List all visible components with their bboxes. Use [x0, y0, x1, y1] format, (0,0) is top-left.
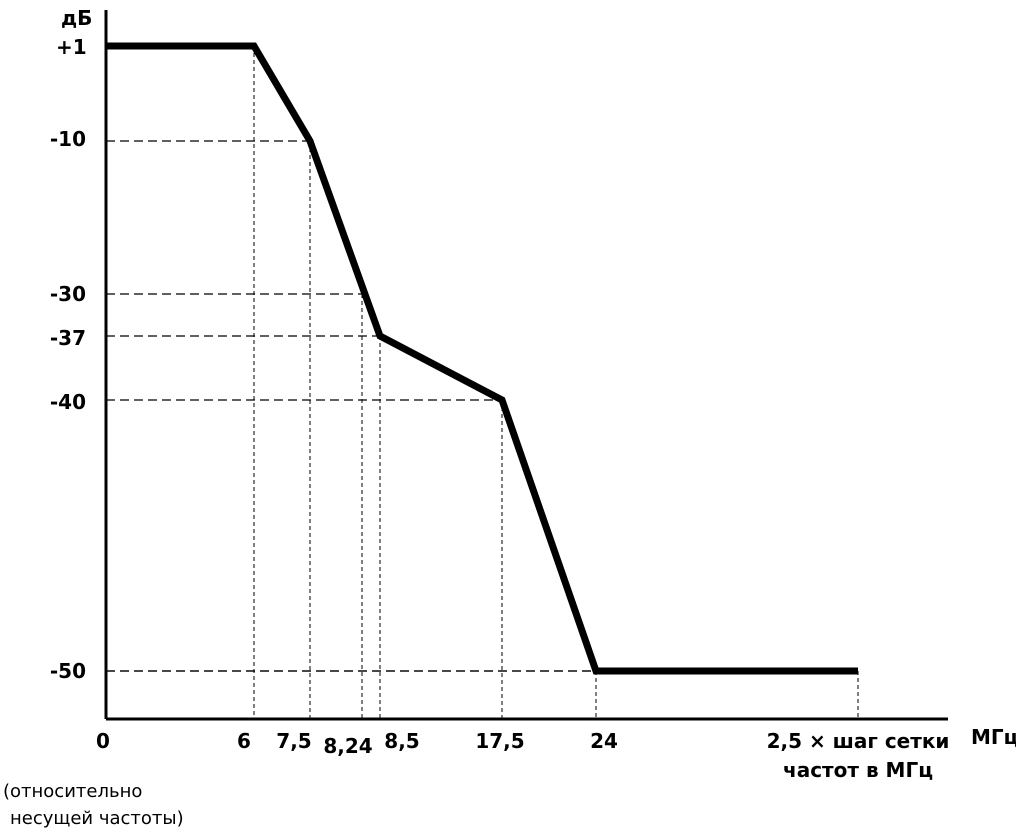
y-tick-minus-37: -37 [50, 326, 86, 350]
y-tick-minus-10: -10 [50, 127, 86, 151]
x-tick-6: 6 [237, 729, 251, 753]
series-layer [106, 42, 858, 675]
x-axis-unit-label: МГц [971, 725, 1016, 749]
y-tick-minus-40: -40 [50, 390, 86, 414]
x-tick-0: 0 [96, 729, 110, 753]
x-tick-custom-line-1: 2,5 × шаг сетки [767, 729, 950, 753]
y-tick-minus-30: -30 [50, 282, 86, 306]
response-curve [106, 42, 858, 675]
y-axis-unit-label: дБ [61, 6, 92, 30]
label-layer: дБ +1 МГц (относительно несущей частоты)… [3, 6, 1016, 829]
x-tick-custom-line-2: частот в МГц [783, 758, 933, 782]
x-tick-24: 24 [590, 729, 618, 753]
x-tick-8-24: 8,24 [323, 734, 372, 758]
y-top-label: +1 [56, 35, 87, 59]
x-note-line-1: (относительно [3, 781, 142, 802]
axis-layer [104, 10, 948, 721]
guide-layer [106, 46, 859, 719]
x-tick-17-5: 17,5 [475, 729, 524, 753]
y-tick-minus-50: -50 [50, 659, 86, 683]
x-tick-7-5: 7,5 [276, 729, 311, 753]
x-note-line-2: несущей частоты) [10, 808, 184, 829]
x-tick-8-5: 8,5 [384, 729, 419, 753]
